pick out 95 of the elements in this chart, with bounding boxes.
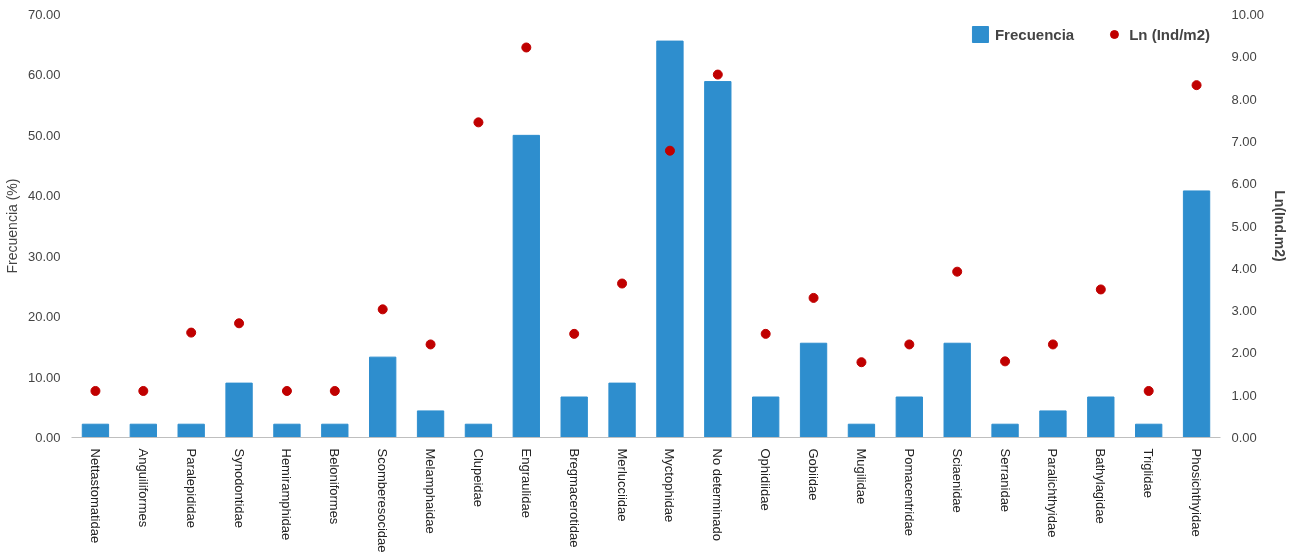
bar (560, 396, 588, 438)
bar (273, 423, 301, 438)
point (186, 327, 197, 338)
y-tick-label: 0.00 (35, 430, 61, 445)
x-tick-label: Clupeidae (470, 448, 486, 508)
y2-tick-label: 1.00 (1231, 387, 1257, 403)
y2-tick-label: 7.00 (1231, 133, 1257, 149)
point (138, 385, 149, 396)
y-axis-title: Frecuencia (%) (3, 178, 20, 274)
point (808, 292, 819, 303)
bar (656, 40, 684, 438)
x-tick-label: Serranidae (997, 448, 1013, 513)
y2-tick-label: 2.00 (1231, 345, 1257, 361)
y2-tick-label: 6.00 (1231, 176, 1257, 192)
bar (81, 423, 110, 438)
point (90, 385, 101, 396)
bar (512, 134, 540, 438)
x-tick-label: Triglidae (1141, 448, 1157, 498)
x-tick-label: Beloniformes (327, 448, 343, 525)
point (904, 339, 915, 350)
x-tick-label: Nettastomatidae (87, 448, 103, 544)
bar (895, 396, 923, 438)
x-tick-label: Bregmacerotidae (566, 448, 582, 548)
bar (704, 81, 732, 438)
point (521, 42, 532, 53)
x-tick-label: Sciaenidae (949, 448, 965, 513)
y2-axis-title: Ln(Ind.m2) (1272, 190, 1289, 262)
bar (1087, 396, 1115, 438)
x-tick-label: Pomacentridae (901, 448, 917, 536)
point (425, 339, 436, 350)
y2-tick-label: 9.00 (1231, 49, 1257, 65)
bar (799, 342, 828, 438)
legend-label: Frecuencia (994, 25, 1075, 43)
x-tick-label: Gobiidae (806, 448, 822, 501)
bar (1182, 190, 1211, 438)
y-tick-label: 70.00 (27, 7, 61, 22)
point (712, 69, 723, 80)
point (329, 385, 340, 396)
point (377, 304, 388, 315)
x-tick-label: Bathylagidae (1093, 448, 1109, 524)
x-tick-label: Hemiramphidae (279, 448, 295, 541)
bar (847, 423, 876, 438)
y-tick-label: 50.00 (27, 127, 61, 143)
y2-tick-label: 8.00 (1231, 91, 1257, 107)
point (1047, 339, 1058, 350)
bar (177, 423, 205, 438)
bar (608, 382, 636, 438)
x-tick-label: Ophidiidae (758, 448, 774, 511)
y2-tick-label: 10.00 (1231, 7, 1265, 22)
bar (752, 396, 780, 438)
y-tick-label: 30.00 (27, 248, 61, 264)
x-tick-label: Scomberesocidae (375, 448, 391, 553)
y2-tick-label: 5.00 (1231, 218, 1257, 234)
point (1143, 385, 1154, 396)
x-tick-label: Merlucciidae (614, 448, 630, 522)
y-tick-label: 20.00 (27, 309, 61, 325)
bar (991, 423, 1019, 438)
bar (1135, 423, 1163, 438)
bar (416, 410, 445, 438)
point (569, 328, 580, 339)
x-tick-label: Synodontidae (231, 448, 247, 529)
x-tick-label: Engraulidae (518, 448, 534, 518)
bar (1039, 410, 1067, 438)
x-tick-label: Melamphaidae (423, 448, 439, 534)
y-tick-label: 40.00 (27, 188, 61, 204)
y2-tick-label: 4.00 (1231, 260, 1257, 276)
legend-label: Ln (Ind/m2) (1129, 25, 1210, 43)
y-tick-label: 10.00 (27, 369, 61, 385)
bar (943, 342, 971, 438)
x-tick-label: Myctophidae (662, 448, 678, 523)
point (1191, 80, 1202, 91)
bar (464, 423, 493, 438)
point (760, 328, 771, 339)
point (952, 266, 963, 277)
x-tick-label: Anguiliformes (135, 448, 151, 528)
y2-tick-label: 0.00 (1231, 430, 1257, 445)
point (617, 278, 628, 289)
x-tick-label: Phosichthyidae (1189, 448, 1205, 537)
x-tick-label: Paralichthyidae (1045, 448, 1061, 538)
point (473, 117, 484, 128)
y2-tick-label: 3.00 (1231, 303, 1257, 319)
bar (369, 356, 397, 438)
y-tick-label: 60.00 (27, 67, 61, 83)
bar (225, 382, 253, 438)
x-tick-label: No determinado (710, 448, 726, 541)
point (281, 385, 292, 396)
point (234, 318, 245, 329)
point (1000, 356, 1011, 367)
x-tick-label: Paralepididae (183, 448, 199, 529)
bar (129, 423, 157, 438)
bar (321, 423, 349, 438)
point (1095, 284, 1106, 295)
point (664, 145, 675, 156)
x-tick-label: Mugilidae (853, 448, 869, 505)
point (856, 357, 867, 368)
